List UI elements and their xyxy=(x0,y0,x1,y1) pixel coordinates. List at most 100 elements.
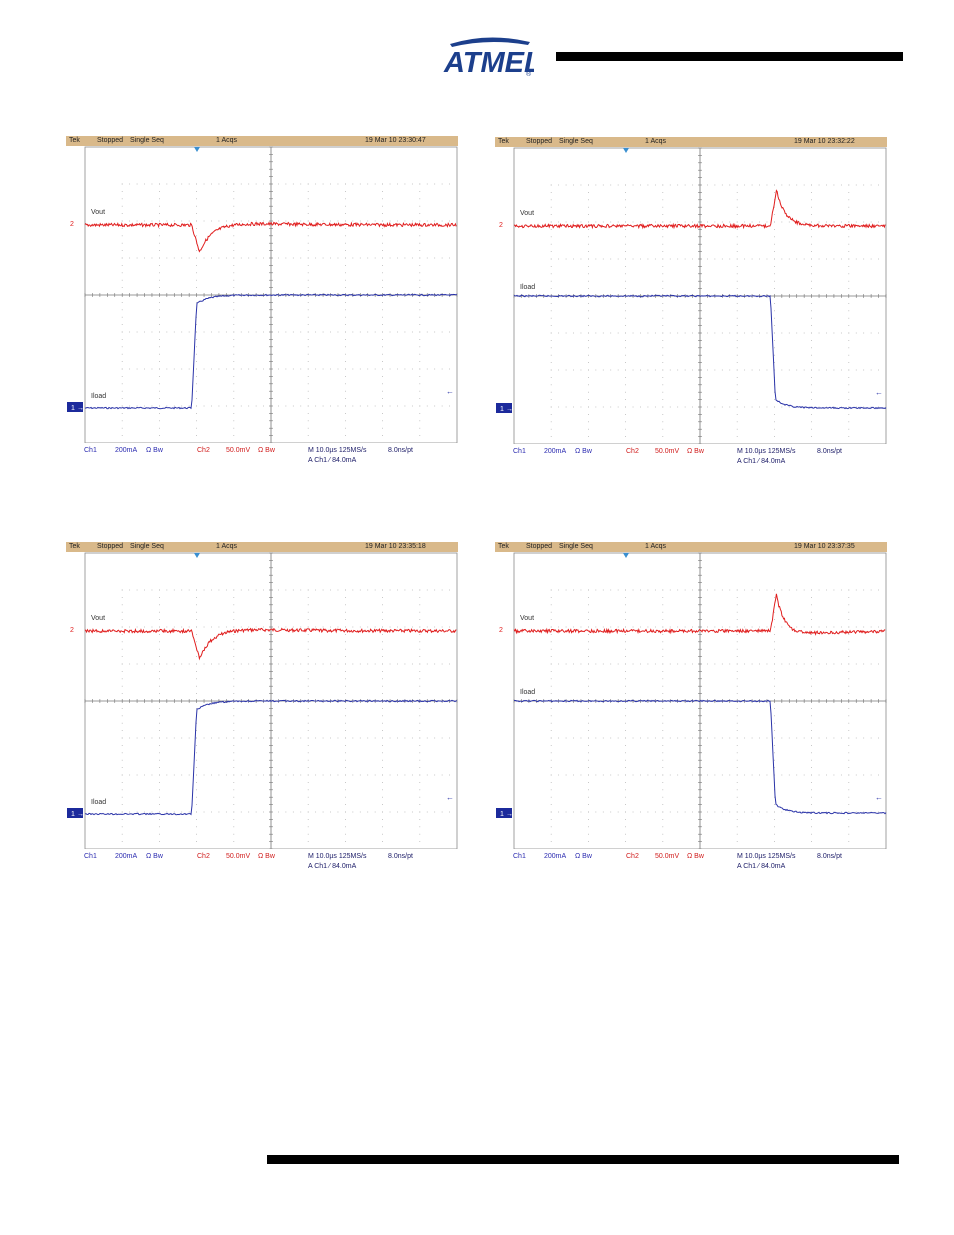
ch1-scale: 200mA xyxy=(544,448,567,455)
scope-screen: 2 1 → ← Vout Iload xyxy=(496,552,887,849)
ch2-coupling: Ω Bw xyxy=(258,853,275,860)
ch2-label: Ch2 xyxy=(197,853,210,860)
ch2-label: Ch2 xyxy=(197,447,210,454)
vout-label: Vout xyxy=(91,615,105,622)
ch2-ground-marker: 2 xyxy=(499,627,503,634)
ch1-ground-marker-box xyxy=(496,403,512,413)
atmel-logo: ATMEL ® xyxy=(443,37,534,78)
registered-mark: ® xyxy=(526,70,532,78)
scope-status-bar: Tek Stopped Single Seq 1 Acqs 19 Mar 10 … xyxy=(495,137,887,147)
ch2-coupling: Ω Bw xyxy=(687,853,704,860)
svg-text:→: → xyxy=(77,811,84,818)
trigger-level-arrow: ← xyxy=(875,793,883,802)
ch2-scale: 50.0mV xyxy=(226,853,251,860)
ch1-ground-marker-box xyxy=(67,808,83,818)
iload-label: Iload xyxy=(520,284,535,291)
scope-readout: Ch1 200mA Ω Bw Ch2 50.0mV Ω Bw M 10.0µs … xyxy=(66,849,458,877)
scope-panel-top-left: Tek Stopped Single Seq 1 Acqs 19 Mar 10 … xyxy=(66,136,458,471)
ch1-ground-marker: 1 xyxy=(71,405,75,412)
ch1-label: Ch1 xyxy=(513,853,526,860)
vout-label: Vout xyxy=(520,210,534,217)
trigger-level-arrow: ← xyxy=(875,388,883,397)
scope-state: Stopped xyxy=(526,543,553,550)
ch2-ground-marker: 2 xyxy=(70,221,74,228)
logo-text: ATMEL xyxy=(443,47,534,78)
vout-trace xyxy=(84,627,457,661)
scope-brand: Tek xyxy=(498,138,509,145)
scope-panel-bottom-right: Tek Stopped Single Seq 1 Acqs 19 Mar 10 … xyxy=(495,542,887,877)
ch2-coupling: Ω Bw xyxy=(687,448,704,455)
scope-screen: 2 1 → ← Vout Iload xyxy=(67,146,458,443)
scope-state: Stopped xyxy=(97,137,124,144)
trigger-position-marker xyxy=(623,148,629,153)
ch2-ground-marker: 2 xyxy=(70,627,74,634)
scope-datetime: 19 Mar 10 23:30:47 xyxy=(365,137,426,144)
scope-screen: 2 1 → ← Vout Iload xyxy=(67,552,458,849)
ch2-label: Ch2 xyxy=(626,853,639,860)
iload-label: Iload xyxy=(91,799,106,806)
scope-panel-top-right: Tek Stopped Single Seq 1 Acqs 19 Mar 10 … xyxy=(495,137,887,472)
scope-datetime: 19 Mar 10 23:35:18 xyxy=(365,543,426,550)
scope-status-bar: Tek Stopped Single Seq 1 Acqs 19 Mar 10 … xyxy=(66,136,458,146)
trigger-setting: A Ch1 ⁄ 84.0mA xyxy=(308,863,357,870)
iload-trace xyxy=(513,699,887,815)
scope-brand: Tek xyxy=(498,543,509,550)
iload-trace xyxy=(84,699,458,816)
ch2-coupling: Ω Bw xyxy=(258,447,275,454)
ch1-scale: 200mA xyxy=(115,447,138,454)
scope-datetime: 19 Mar 10 23:37:35 xyxy=(794,543,855,550)
ch1-label: Ch1 xyxy=(84,447,97,454)
vout-trace xyxy=(513,593,886,636)
sample-interval: 8.0ns/pt xyxy=(817,853,842,860)
trigger-level-arrow: ← xyxy=(446,793,454,802)
scope-mode: Single Seq xyxy=(130,137,164,144)
scope-state: Stopped xyxy=(97,543,124,550)
svg-text:→: → xyxy=(506,811,513,818)
ch1-ground-marker: 1 xyxy=(71,811,75,818)
iload-label: Iload xyxy=(91,393,106,400)
iload-trace xyxy=(513,294,887,410)
ch1-coupling: Ω Bw xyxy=(146,447,163,454)
timebase: M 10.0µs 125MS/s xyxy=(737,853,796,860)
scope-status-bar: Tek Stopped Single Seq 1 Acqs 19 Mar 10 … xyxy=(66,542,458,552)
ch1-coupling: Ω Bw xyxy=(575,853,592,860)
trigger-position-marker xyxy=(623,553,629,558)
svg-text:→: → xyxy=(506,406,513,413)
ch2-label: Ch2 xyxy=(626,448,639,455)
scope-mode: Single Seq xyxy=(559,543,593,550)
scope-readout: Ch1 200mA Ω Bw Ch2 50.0mV Ω Bw M 10.0µs … xyxy=(495,849,887,877)
timebase: M 10.0µs 125MS/s xyxy=(308,853,367,860)
iload-label: Iload xyxy=(520,689,535,696)
trigger-position-marker xyxy=(194,147,200,152)
timebase: M 10.0µs 125MS/s xyxy=(737,448,796,455)
ch1-ground-marker-box xyxy=(67,402,83,412)
ch1-scale: 200mA xyxy=(544,853,567,860)
scope-brand: Tek xyxy=(69,543,80,550)
scope-state: Stopped xyxy=(526,138,553,145)
header-rule xyxy=(556,52,903,61)
sample-interval: 8.0ns/pt xyxy=(388,447,413,454)
ch1-coupling: Ω Bw xyxy=(575,448,592,455)
sample-interval: 8.0ns/pt xyxy=(388,853,413,860)
ch2-scale: 50.0mV xyxy=(655,448,680,455)
scope-panel-bottom-left: Tek Stopped Single Seq 1 Acqs 19 Mar 10 … xyxy=(66,542,458,877)
ch2-scale: 50.0mV xyxy=(226,447,251,454)
scope-acqs: 1 Acqs xyxy=(216,137,238,144)
footer-rule xyxy=(267,1155,899,1164)
ch1-scale: 200mA xyxy=(115,853,138,860)
ch1-ground-marker-box xyxy=(496,808,512,818)
trigger-setting: A Ch1 ⁄ 84.0mA xyxy=(737,863,786,870)
scope-datetime: 19 Mar 10 23:32:22 xyxy=(794,138,855,145)
ch1-coupling: Ω Bw xyxy=(146,853,163,860)
scope-brand: Tek xyxy=(69,137,80,144)
scope-screen: 2 1 → ← Vout Iload xyxy=(496,147,887,444)
iload-trace xyxy=(84,293,458,410)
ch1-ground-marker: 1 xyxy=(500,811,504,818)
scope-acqs: 1 Acqs xyxy=(645,543,667,550)
vout-trace xyxy=(514,189,886,230)
trigger-position-marker xyxy=(194,553,200,558)
scope-acqs: 1 Acqs xyxy=(216,543,238,550)
ch1-label: Ch1 xyxy=(513,448,526,455)
timebase: M 10.0µs 125MS/s xyxy=(308,447,367,454)
vout-label: Vout xyxy=(91,209,105,216)
